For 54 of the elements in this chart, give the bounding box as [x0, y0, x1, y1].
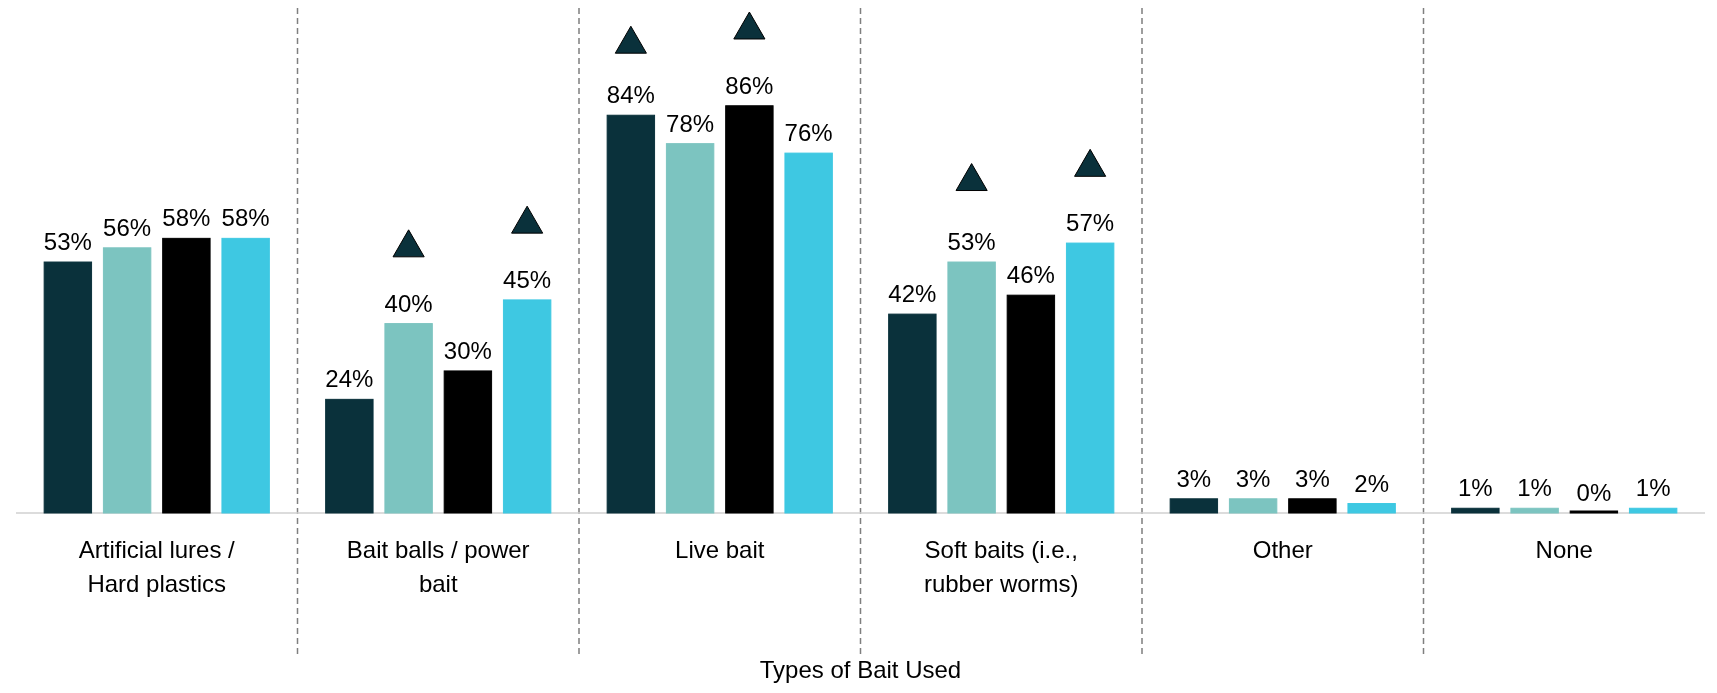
bar	[1347, 503, 1396, 514]
bar	[888, 313, 937, 514]
data-label: 3%	[1295, 464, 1330, 492]
bar	[606, 114, 656, 514]
x-tick-label: None	[1535, 536, 1593, 563]
data-label: 84%	[606, 81, 655, 109]
bar	[325, 398, 374, 514]
bar	[1510, 507, 1559, 514]
x-tick-label: Artificial lures / Hard plastics	[78, 536, 236, 597]
data-label: 0%	[1576, 479, 1612, 506]
data-label: 30%	[443, 336, 492, 364]
bar	[1451, 507, 1500, 514]
data-label: 40%	[384, 289, 433, 317]
bar	[665, 143, 715, 514]
data-label: 58%	[221, 204, 270, 232]
x-tick-label: Bait balls / power bait	[346, 536, 530, 597]
bar	[725, 105, 774, 514]
bar	[1006, 294, 1056, 514]
data-label: 57%	[1066, 209, 1115, 237]
data-label: 1%	[1458, 474, 1493, 502]
bar	[162, 237, 211, 514]
x-tick-label: Live bait	[675, 536, 765, 563]
bar	[1169, 498, 1219, 514]
data-label: 2%	[1354, 469, 1389, 497]
bar	[102, 247, 152, 514]
data-label: 45%	[503, 265, 552, 293]
bar	[1628, 507, 1678, 514]
data-label: 56%	[103, 213, 152, 241]
data-label: 3%	[1176, 464, 1212, 492]
bar	[443, 370, 493, 514]
data-label: 76%	[784, 119, 833, 147]
data-label: 53%	[43, 228, 92, 256]
data-label: 1%	[1517, 474, 1552, 502]
x-tick-label: Soft baits (i.e., rubber worms)	[923, 536, 1079, 597]
bar	[43, 261, 93, 514]
data-label: 46%	[1006, 261, 1055, 289]
data-label: 53%	[947, 228, 996, 256]
data-label: 78%	[666, 109, 715, 137]
bar	[947, 261, 996, 514]
data-label: 86%	[725, 71, 774, 99]
data-label: 24%	[325, 365, 374, 393]
bar	[1065, 242, 1115, 514]
x-axis-title: Types of Bait Used	[759, 656, 962, 683]
data-label: 3%	[1235, 464, 1271, 492]
bar	[784, 152, 833, 514]
bar	[502, 299, 552, 514]
bar	[1288, 498, 1337, 514]
data-label: 58%	[162, 204, 211, 232]
data-label: 42%	[888, 280, 937, 308]
bar	[384, 323, 433, 514]
bar	[1228, 498, 1278, 514]
data-label: 1%	[1635, 474, 1671, 502]
x-tick-label: Other	[1252, 536, 1313, 563]
bar	[221, 237, 270, 514]
